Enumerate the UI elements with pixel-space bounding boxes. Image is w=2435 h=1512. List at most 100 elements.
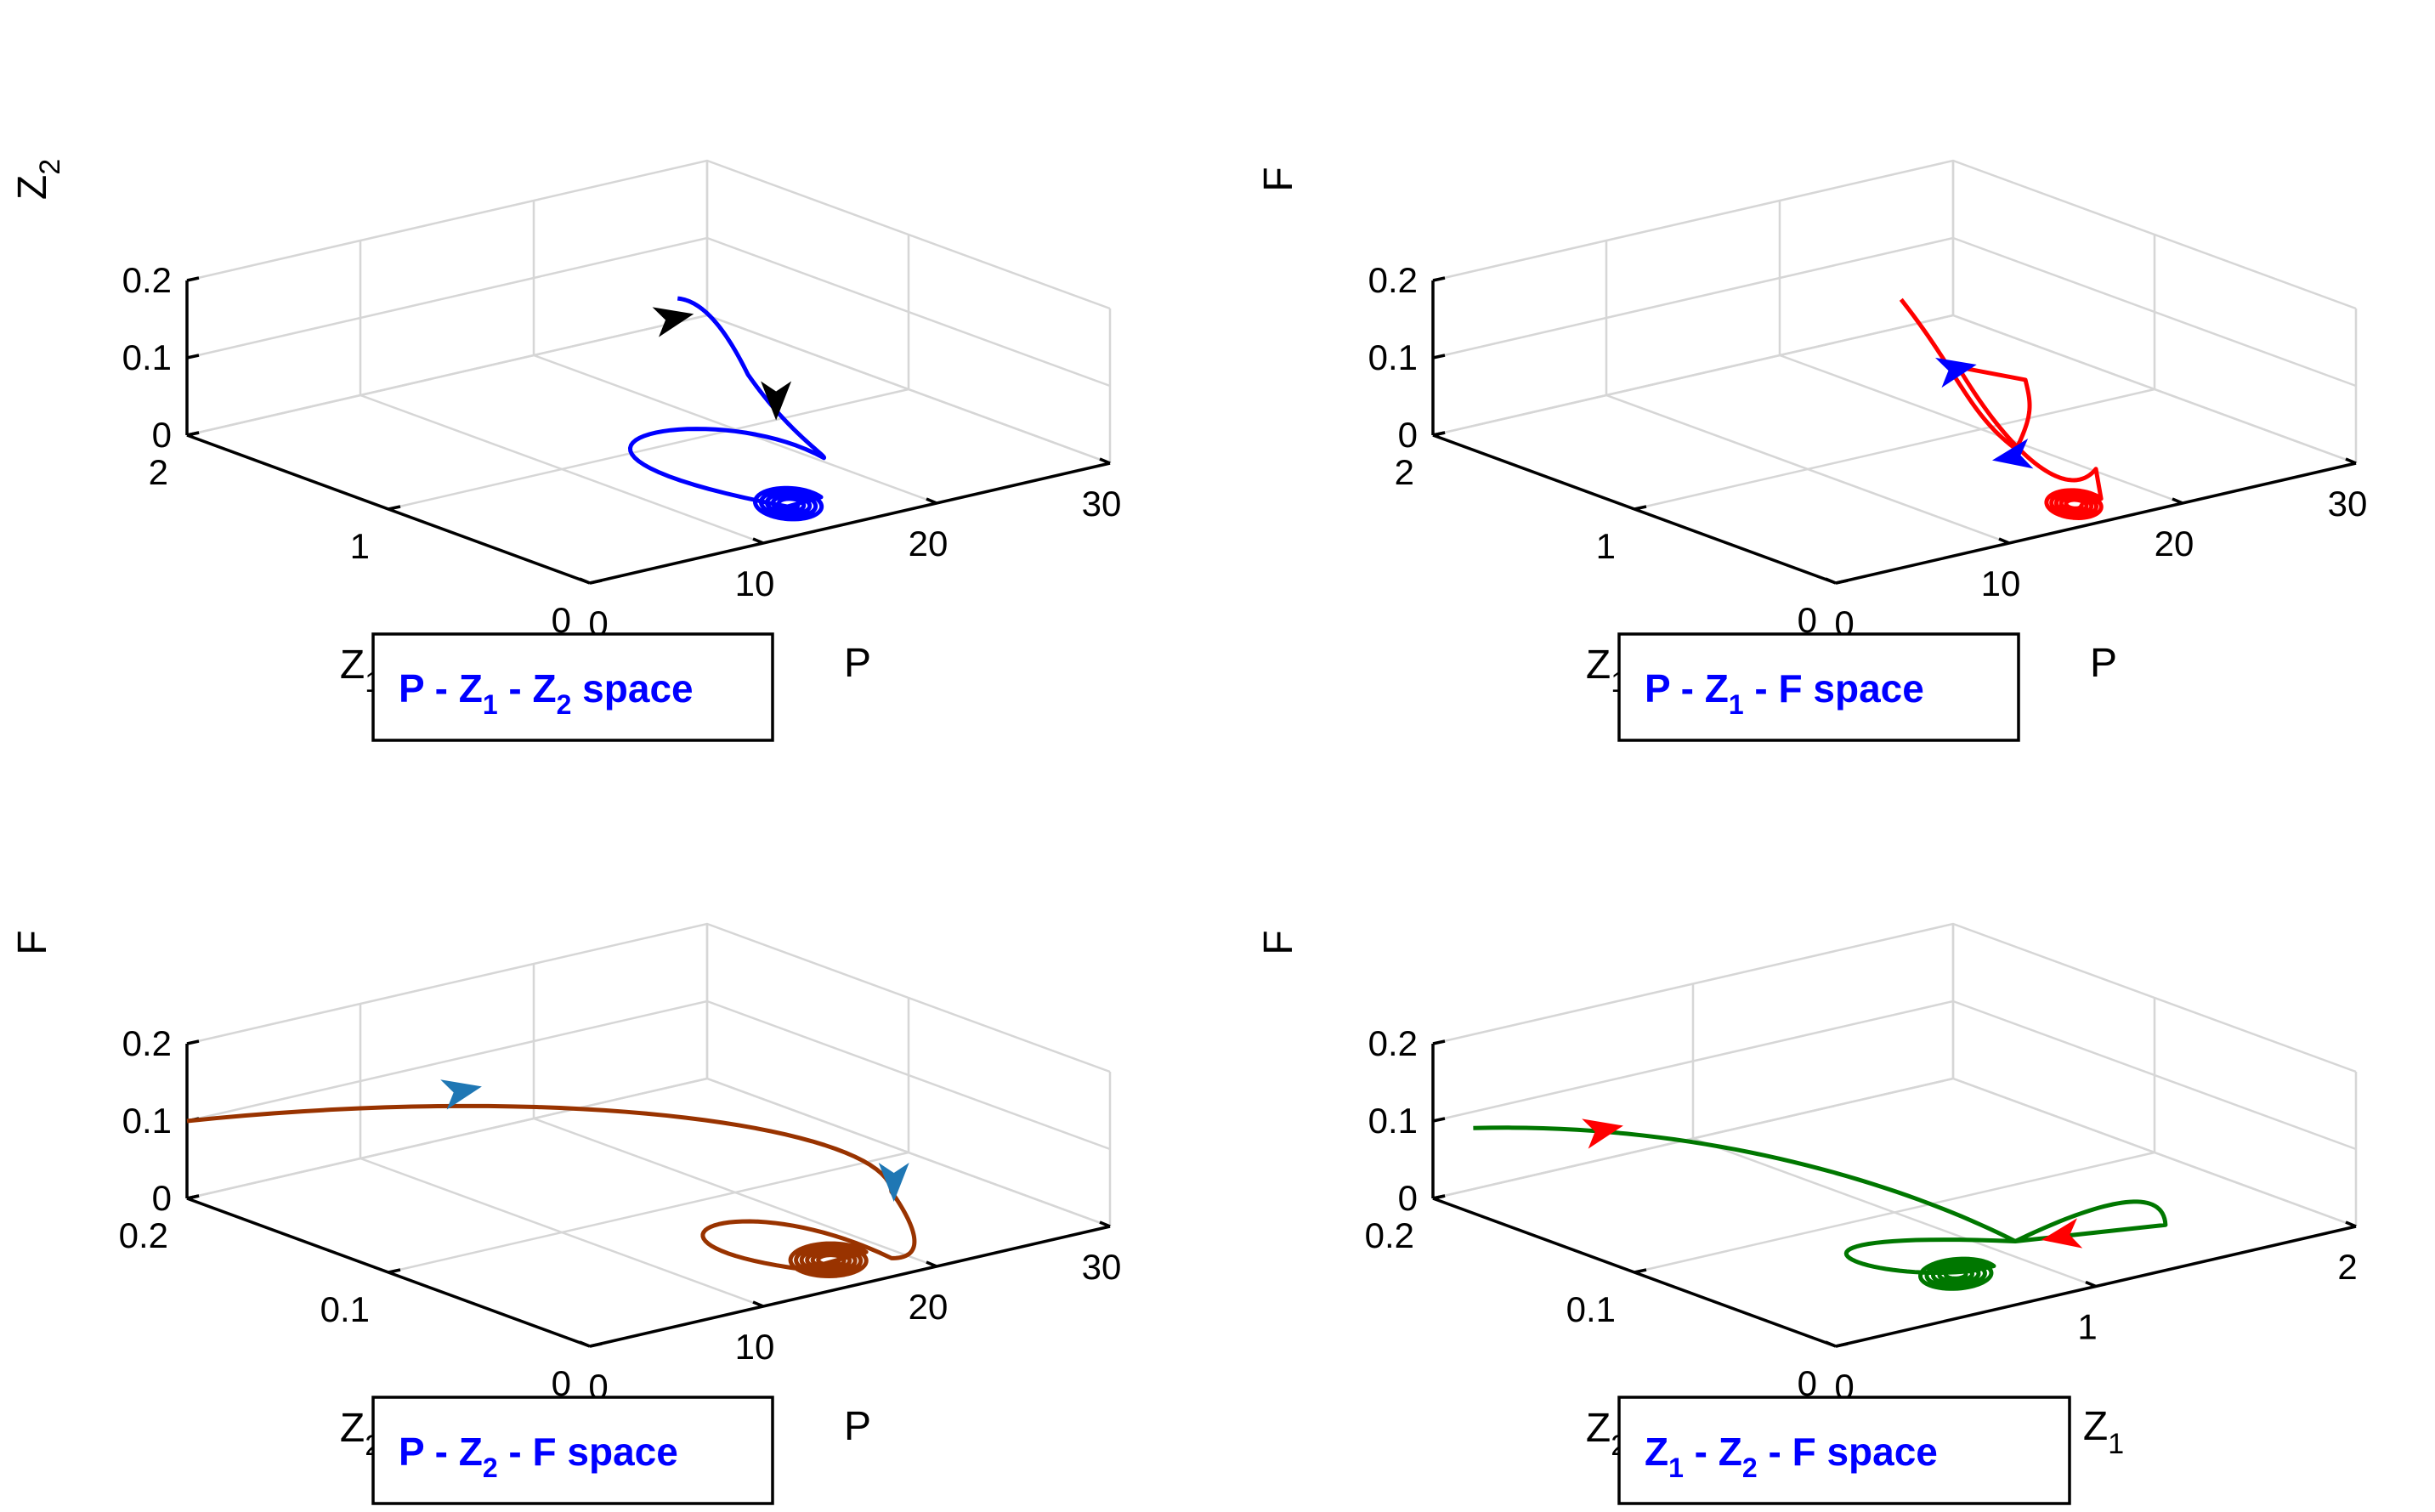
panel-label-text: P - Z1 - Z2 space [399,666,694,720]
panel-label-box: P - Z1 - F space [1617,632,2020,742]
axes [1431,276,2357,585]
z-tick-label: 0.2 [1368,1023,1418,1063]
direction-arrow [652,307,694,337]
grid-line [1634,388,2155,511]
y-tick-label: 0 [1798,600,1817,640]
x-tick [1998,537,2010,545]
direction-arrow [1934,357,1977,388]
grid-line [186,1000,1111,1151]
x-axis-title: P [844,1404,871,1449]
y-tick [1835,1342,1849,1348]
direction-arrow [878,1163,909,1203]
z-tick [1432,1039,1446,1045]
grid-line [186,236,1111,388]
z-tick-label: 0.1 [1368,1101,1418,1141]
trajectory-line [1899,297,2104,520]
y-tick-label: 2 [149,452,168,492]
axes [1431,1039,2357,1348]
z-axis-title: F [10,930,55,954]
x-axis-line [589,1225,1111,1348]
x-tick-label: 20 [2155,524,2194,563]
x-tick [926,497,937,505]
trajectory-line [1473,1125,2168,1291]
z-axis-title: F [1256,930,1301,954]
x-tick-label: 10 [735,1327,775,1367]
grid-line [186,159,1111,310]
x-tick [2345,1220,2357,1228]
y-tick-label: 0.2 [1365,1215,1414,1255]
x-tick [1099,1220,1111,1228]
y-tick-label: 0.2 [119,1215,168,1255]
y-tick [1634,505,1647,511]
grid-line [1432,159,2357,310]
panel-label-text: P - Z1 - F space [1645,666,1924,720]
z-tick [1432,431,1446,437]
grid [1431,159,2358,585]
x-tick-label: 30 [1082,484,1122,524]
panel-label-frame [1617,1396,2071,1505]
z-tick [186,276,200,282]
z-tick [1432,1194,1446,1200]
panel-label-box: Z1 - Z2 - F space [1617,1396,2071,1505]
y-tick [388,505,401,511]
x-tick [579,577,591,585]
z-axis-title: F [1256,167,1301,191]
y-tick [1634,1268,1647,1274]
x-tick [2085,1280,2097,1288]
direction-arrow [1991,438,2034,469]
panel-label-text: P - Z2 - F space [399,1430,678,1483]
z-axis-title: Z2 [10,159,66,200]
grid [185,159,1112,585]
z-tick [186,431,200,437]
panel-label-frame [1617,632,2020,742]
direction-arrow [2041,1218,2083,1249]
grid [185,922,1112,1348]
x-tick [926,1260,937,1268]
x-tick-label: 20 [909,524,949,563]
x-axis-title: P [844,641,871,686]
z-tick-label: 0.2 [122,1023,172,1063]
x-tick-label: 20 [909,1287,949,1327]
y-tick-label: 0 [552,600,571,640]
y-tick [589,579,603,585]
x-tick [752,1300,764,1308]
z-tick-label: 0.2 [1368,260,1418,300]
grid-line [186,922,1111,1073]
panel-label-box: P - Z1 - Z2 space [371,632,774,742]
z-tick-label: 0.2 [122,260,172,300]
y-tick-label: 0.1 [320,1289,370,1329]
grid-line [186,314,1111,465]
axes [185,1039,1111,1348]
grid-line [186,1077,1111,1228]
x-tick [1825,1340,1837,1348]
z-tick [186,354,200,360]
grid-line [1432,922,2357,1073]
axes [185,276,1111,585]
y-tick [589,1342,603,1348]
grid-line [1432,236,2357,388]
x-tick-label: 10 [1981,563,2021,603]
grid-line [1432,1000,2357,1151]
z-tick-label: 0 [1398,415,1418,455]
z-tick [1432,354,1446,360]
x-axis-line [589,462,1111,585]
x-tick [752,537,764,545]
y-tick-label: 1 [1596,526,1616,566]
direction-arrow [761,381,792,421]
grid-line [1432,1077,2357,1228]
trajectory-line [186,1103,917,1279]
z-tick [1432,1117,1446,1123]
x-tick [2345,457,2357,465]
x-tick-label: 10 [735,563,775,603]
y-tick-label: 0 [1798,1363,1817,1403]
grid-line [388,1151,909,1274]
y-tick [388,1268,401,1274]
y-tick [1835,579,1849,585]
z-tick-label: 0 [152,415,172,455]
x-axis-title: P [2090,641,2117,686]
z-tick [186,1194,200,1200]
